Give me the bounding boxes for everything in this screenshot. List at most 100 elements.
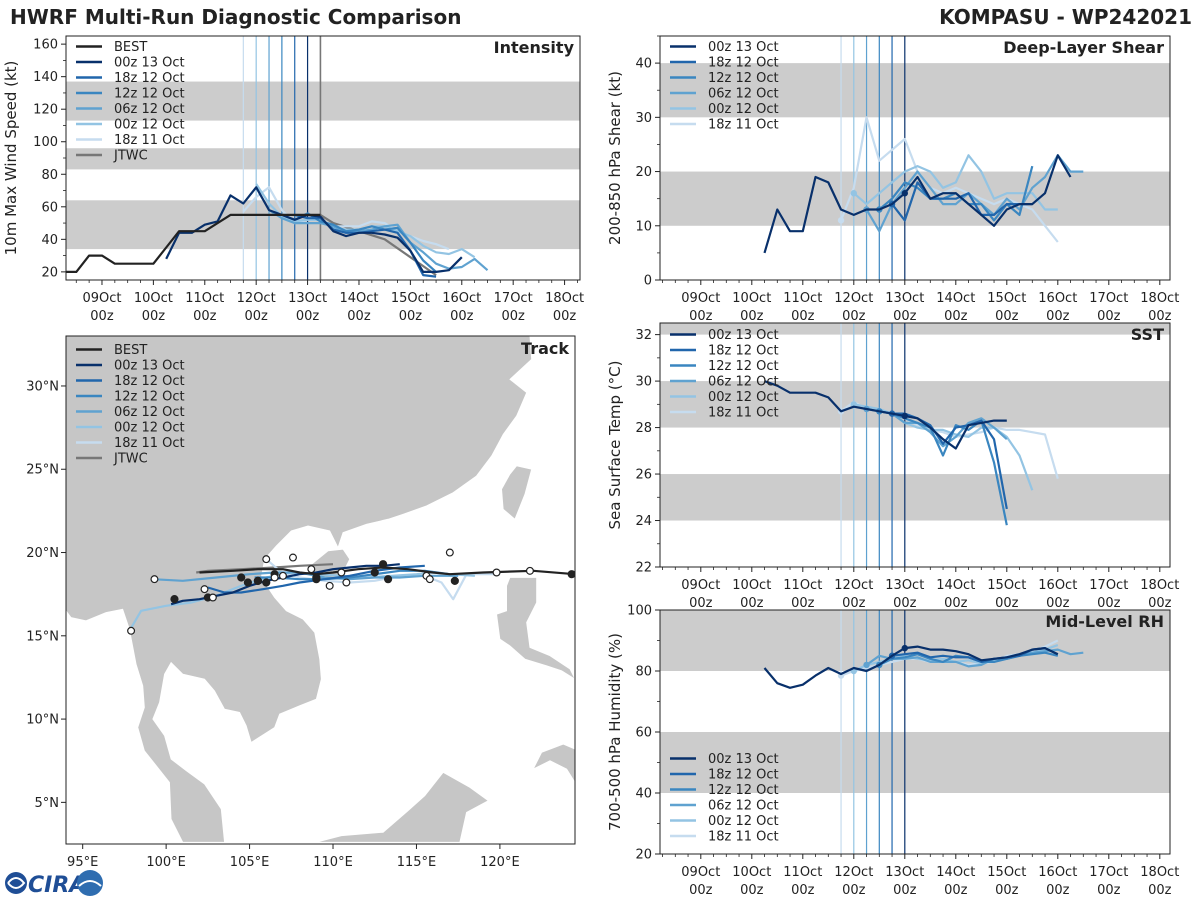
track-marker-open-18z-11-oct xyxy=(445,548,454,557)
intensity-band-1 xyxy=(66,148,580,170)
track-ytick-label-25: 25°N xyxy=(26,463,59,478)
intensity-ytick-label-120: 120 xyxy=(33,103,58,118)
shear-legend-label-18z-11-oct: 18z 11 Oct xyxy=(708,118,779,133)
rh-xtick-hour-13Oct: 00z xyxy=(893,883,917,898)
shear-xtick-day-15Oct: 15Oct xyxy=(987,291,1026,306)
rh-xtick-day-16Oct: 16Oct xyxy=(1038,865,1077,880)
intensity-ytick-label-160: 160 xyxy=(33,38,58,53)
shear-ytick-label-40: 40 xyxy=(635,57,652,72)
rh-xtick-hour-17Oct: 00z xyxy=(1097,883,1121,898)
rh-plot-area xyxy=(763,610,1084,854)
intensity-xtick-day-15Oct: 15Oct xyxy=(391,291,430,306)
track-marker-filled-best xyxy=(567,570,575,579)
shear-xtick-day-09Oct: 09Oct xyxy=(681,291,720,306)
track-title: Track xyxy=(521,339,569,358)
rh-legend-label-00z-13-oct: 00z 13 Oct xyxy=(708,752,779,767)
intensity-legend-label-12z-12-oct: 12z 12 Oct xyxy=(114,87,185,102)
intensity-ylabel: 10m Max Wind Speed (kt) xyxy=(2,61,20,256)
sst-xtick-day-12Oct: 12Oct xyxy=(834,578,873,593)
rh-xtick-hour-11Oct: 00z xyxy=(791,883,815,898)
land-region-5 xyxy=(532,743,575,784)
sst-xtick-day-18Oct: 18Oct xyxy=(1140,578,1179,593)
track-legend-label-00z-13-oct: 00z 13 Oct xyxy=(114,359,185,374)
track-marker-filled-00z-13-oct xyxy=(378,560,388,569)
shear-ylabel: 200-850 hPa Shear (kt) xyxy=(606,71,624,245)
intensity-xtick-day-09Oct: 09Oct xyxy=(82,291,121,306)
intensity-legend-label-06z-12-oct: 06z 12 Oct xyxy=(114,102,185,117)
sst-xtick-hour-09Oct: 00z xyxy=(689,596,713,611)
intensity-xtick-hour-12Oct: 00z xyxy=(244,309,268,324)
intensity-series-best xyxy=(66,213,321,273)
shear-xtick-day-13Oct: 13Oct xyxy=(885,291,924,306)
shear-legend-label-00z-13-oct: 00z 13 Oct xyxy=(708,40,779,55)
track-panel: 95°E 100°E 105°E 110°E 115°E 120°E 5°N 10°N 15°N… xyxy=(26,335,576,870)
rh-ytick-label-100: 100 xyxy=(627,604,652,619)
shear-legend-label-12z-12-oct: 12z 12 Oct xyxy=(708,71,779,86)
sst-xtick-day-16Oct: 16Oct xyxy=(1038,578,1077,593)
sst-legend-label-00z-12-oct: 00z 12 Oct xyxy=(708,390,779,405)
intensity-ytick-label-80: 80 xyxy=(41,168,58,183)
rh-legend-label-18z-11-oct: 18z 11 Oct xyxy=(708,830,779,845)
intensity-ytick-label-40: 40 xyxy=(41,233,58,248)
rh-legend-label-06z-12-oct: 06z 12 Oct xyxy=(708,799,779,814)
shear-xtick-hour-16Oct: 00z xyxy=(1046,309,1070,324)
sst-band-2 xyxy=(660,323,1170,335)
rh-ylabel: 700-500 hPa Humidity (%) xyxy=(606,633,624,831)
intensity-legend-label-18z-12-oct: 18z 12 Oct xyxy=(114,71,185,86)
sst-xtick-day-14Oct: 14Oct xyxy=(936,578,975,593)
rh-xtick-hour-14Oct: 00z xyxy=(944,883,968,898)
shear-series-00z-12-oct xyxy=(853,154,1058,211)
shear-legend-label-00z-12-oct: 00z 12 Oct xyxy=(708,102,779,117)
intensity-xtick-day-13Oct: 13Oct xyxy=(288,291,327,306)
intensity-xtick-day-18Oct: 18Oct xyxy=(545,291,584,306)
intensity-xtick-day-12Oct: 12Oct xyxy=(237,291,276,306)
intensity-xtick-hour-11Oct: 00z xyxy=(193,309,217,324)
land-region-3 xyxy=(496,577,575,680)
intensity-legend-label-jtwc: JTWC xyxy=(113,149,148,164)
shear-panel: 0 10 20 30 40 09Oct 00z 10Oct 00z 11Oct 00z 12Oct 00… xyxy=(606,35,1179,324)
rh-xtick-day-18Oct: 18Oct xyxy=(1140,865,1179,880)
shear-init-dot-00z-13-oct xyxy=(901,190,908,197)
cira-logo-globe-icon xyxy=(5,872,27,894)
track-marker-open-18z-11-oct xyxy=(262,555,271,564)
sst-plot-area xyxy=(764,323,1059,567)
shear-xtick-hour-18Oct: 00z xyxy=(1148,309,1172,324)
track-marker-filled-18z-12-oct xyxy=(262,578,271,587)
sst-legend-label-18z-12-oct: 18z 12 Oct xyxy=(708,344,779,359)
intensity-series-18z-11-oct xyxy=(242,186,450,251)
track-ytick-label-20: 20°N xyxy=(26,546,59,561)
track-xtick-label-95: 95°E xyxy=(67,855,98,870)
rh-init-dot-00z-13-oct xyxy=(901,644,908,652)
sst-xtick-day-13Oct: 13Oct xyxy=(885,578,924,593)
intensity-xtick-hour-17Oct: 00z xyxy=(501,309,525,324)
intensity-legend-label-best: BEST xyxy=(114,40,147,55)
sst-init-dot-00z-13-oct xyxy=(901,412,908,420)
sst-xtick-day-11Oct: 11Oct xyxy=(783,578,822,593)
track-xtick-label-105: 105°E xyxy=(230,855,270,870)
shear-ytick-label-20: 20 xyxy=(635,165,652,180)
track-marker-filled-00z-13-oct xyxy=(312,575,321,584)
sst-ytick-label-30: 30 xyxy=(635,375,652,390)
track-frame xyxy=(65,335,576,845)
shear-xtick-hour-17Oct: 00z xyxy=(1097,309,1121,324)
sst-xtick-hour-10Oct: 00z xyxy=(740,596,764,611)
track-marker-filled-00z-13-oct xyxy=(170,595,179,604)
sst-ylabel: Sea Surface Temp (°C) xyxy=(606,360,624,529)
track-legend-label-best: BEST xyxy=(114,343,147,358)
sst-panel: 22 24 26 28 30 32 09Oct 00z 10Oct 00z 11Oct 00z 12Oc… xyxy=(606,322,1179,611)
sst-xtick-day-17Oct: 17Oct xyxy=(1089,578,1128,593)
track-legend-label-12z-12-oct: 12z 12 Oct xyxy=(114,390,185,405)
rh-xtick-day-17Oct: 17Oct xyxy=(1089,865,1128,880)
sst-xtick-day-10Oct: 10Oct xyxy=(732,578,771,593)
rh-legend-label-00z-12-oct: 00z 12 Oct xyxy=(708,814,779,829)
track-marker-open-best xyxy=(525,566,534,575)
shear-xtick-hour-09Oct: 00z xyxy=(689,309,713,324)
sst-series-00z-12-oct xyxy=(853,403,1034,491)
sst-legend-label-18z-11-oct: 18z 11 Oct xyxy=(708,406,779,421)
sst-ytick-label-28: 28 xyxy=(635,421,652,436)
track-xtick-label-115: 115°E xyxy=(397,855,437,870)
sst-legend-label-00z-13-oct: 00z 13 Oct xyxy=(708,328,779,343)
shear-title: Deep-Layer Shear xyxy=(1003,38,1164,57)
rh-xtick-day-15Oct: 15Oct xyxy=(987,865,1026,880)
